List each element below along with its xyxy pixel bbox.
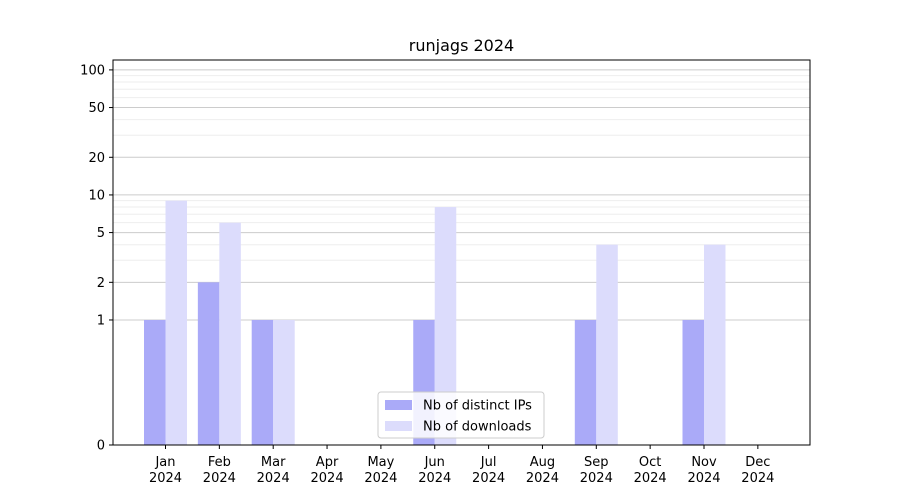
chart-title: runjags 2024 [409,36,514,55]
x-tick-label: Oct 2024 [634,455,667,486]
bar-distinct-ips-nov [682,319,704,445]
x-tick-month: May [367,455,394,470]
x-tick-label: Apr 2024 [311,455,344,486]
x-tick-month: Jun [424,455,445,470]
x-tick-month: Oct [639,455,661,470]
x-tick-label: Feb 2024 [203,455,236,486]
x-tick-label: Aug 2024 [526,455,559,486]
x-tick-month: Jan [154,455,175,470]
x-tick-label: Jun 2024 [418,455,451,486]
x-tick-year: 2024 [203,471,236,486]
x-tick-year: 2024 [311,471,344,486]
y-tick-label: 5 [97,226,105,241]
x-tick-year: 2024 [687,471,720,486]
y-tick-label: 0 [97,439,105,454]
x-tick-month: Dec [745,455,770,470]
plot-frame [112,59,811,446]
bar-downloads-jun [434,207,457,445]
x-tick-label: Nov 2024 [687,455,720,486]
legend-label: Nb of downloads [423,420,532,435]
bar-distinct-ips-feb [197,282,220,445]
legend-label: Nb of distinct IPs [423,399,532,414]
x-tick-year: 2024 [472,471,505,486]
x-tick-month: Mar [261,455,286,470]
x-tick-year: 2024 [634,471,667,486]
y-tick-label: 50 [88,101,105,116]
x-tick-year: 2024 [741,471,774,486]
x-tick-label: Sep 2024 [580,455,613,486]
x-tick-year: 2024 [149,471,182,486]
y-tick-label: 100 [80,63,105,78]
x-tick-year: 2024 [526,471,559,486]
x-tick-label: Jul 2024 [472,455,505,486]
legend-box [377,391,545,439]
x-tick-month: Nov [691,455,717,470]
x-tick-month: Aug [530,455,555,470]
bar-distinct-ips-jan [144,319,166,445]
x-tick-label: Jan 2024 [149,455,182,486]
bar-downloads-nov [704,244,726,445]
bar-downloads-mar [273,319,295,445]
x-tick-label: May 2024 [364,455,397,486]
x-tick-label: Mar 2024 [257,455,290,486]
y-tick-label: 10 [88,188,105,203]
x-tick-year: 2024 [418,471,451,486]
bar-downloads-jan [165,200,187,445]
bars [144,200,726,445]
x-tick-month: Sep [584,455,609,470]
x-tick-label: Dec 2024 [741,455,774,486]
y-tick-label: 20 [88,151,105,166]
bar-downloads-sep [596,244,618,445]
bar-distinct-ips-mar [251,319,274,445]
legend: Nb of distinct IPs Nb of downloads [377,391,545,439]
legend-swatch [385,400,412,410]
y-tick-label: 2 [97,276,105,291]
x-tick-month: Apr [316,455,339,470]
x-tick-month: Feb [208,455,231,470]
legend-swatch [385,421,412,431]
bar-distinct-ips-sep [574,319,597,445]
y-axis: 0 1 2 5 10 20 50 100 [80,63,113,454]
x-tick-month: Jul [480,455,497,470]
x-tick-year: 2024 [364,471,397,486]
x-tick-year: 2024 [580,471,613,486]
y-tick-label: 1 [97,313,105,328]
x-tick-year: 2024 [257,471,290,486]
bar-downloads-feb [219,222,241,445]
